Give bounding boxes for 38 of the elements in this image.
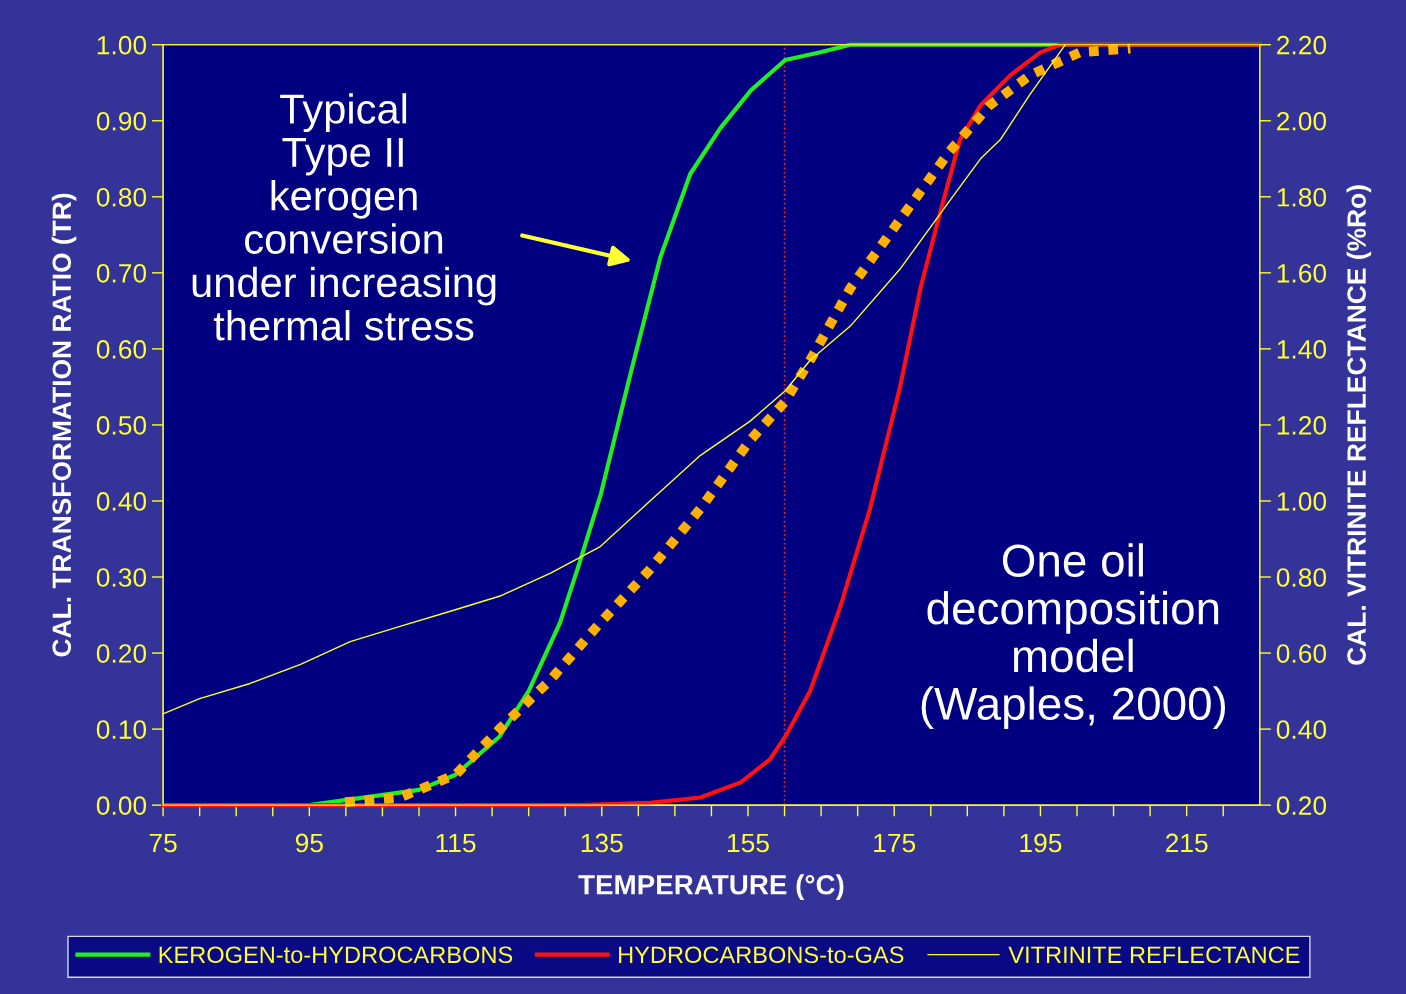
x-tick-label: 95 bbox=[295, 833, 323, 853]
y2-tick-label: 1.40 bbox=[1277, 340, 1327, 359]
y2-tick-label: 0.40 bbox=[1276, 720, 1327, 739]
x-tick-label: 135 bbox=[581, 833, 623, 853]
y-tick-label: 0.00 bbox=[96, 796, 147, 815]
annotation: One oil decomposition model (Waples, 2000) bbox=[921, 543, 1226, 730]
y-tick-label: 0.30 bbox=[96, 568, 147, 587]
y-tick-label: 0.90 bbox=[96, 111, 147, 131]
y2-tick-label: 1.00 bbox=[1277, 492, 1327, 511]
y2-tick-label: 1.60 bbox=[1277, 263, 1327, 283]
y2-tick-label: 0.60 bbox=[1276, 644, 1327, 663]
x-tick-label: 175 bbox=[874, 833, 916, 853]
legend-label: HYDROCARBONS-to-GAS bbox=[619, 946, 904, 964]
y-tick-label: 0.80 bbox=[96, 187, 147, 207]
y-tick-label: 0.40 bbox=[96, 492, 147, 511]
y2-tick-label: 1.20 bbox=[1277, 416, 1327, 435]
y-tick-label: 1.00 bbox=[97, 35, 147, 55]
y-tick-label: 0.70 bbox=[96, 263, 147, 283]
y-axis-title: CAL. TRANSFORMATION RATIO (TR) bbox=[51, 193, 77, 657]
y-tick-label: 0.50 bbox=[96, 416, 147, 435]
x-tick-label: 155 bbox=[727, 833, 769, 853]
x-tick-label: 215 bbox=[1165, 833, 1208, 853]
y2-tick-label: 1.80 bbox=[1277, 187, 1327, 207]
y-tick-label: 0.20 bbox=[96, 644, 147, 663]
x-tick-label: 195 bbox=[1020, 833, 1062, 853]
x-axis-title: TEMPERATURE (°C) bbox=[578, 874, 844, 901]
y2-axis-title: CAL. VITRINITE REFLECTANCE (%Ro) bbox=[1346, 185, 1372, 665]
y-tick-label: 0.10 bbox=[96, 720, 147, 739]
y2-tick-label: 2.00 bbox=[1277, 111, 1327, 131]
y2-tick-label: 2.20 bbox=[1277, 35, 1327, 55]
y-tick-label: 0.60 bbox=[96, 340, 147, 359]
x-tick-label: 75 bbox=[149, 833, 177, 853]
y2-tick-label: 0.20 bbox=[1276, 796, 1327, 815]
legend-label: VITRINITE REFLECTANCE bbox=[1008, 946, 1300, 964]
legend-label: KEROGEN-to-HYDROCARBONS bbox=[159, 946, 513, 964]
x-tick-label: 115 bbox=[436, 833, 476, 853]
y2-tick-label: 0.80 bbox=[1276, 568, 1327, 587]
annotation: Typical Type II kerogen conversion under increasing thermal stress bbox=[192, 93, 496, 341]
